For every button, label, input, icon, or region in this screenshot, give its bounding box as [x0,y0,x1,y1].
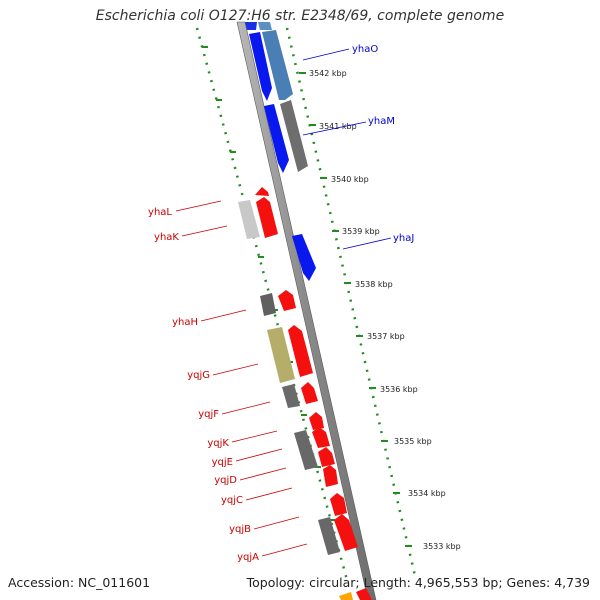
gene-yqjG-red [288,325,313,377]
kbp-label-3533: 3533 kbp [423,542,461,551]
gene-yqjA-red [334,514,358,551]
gene-label-yqjK: yqjK [207,438,229,449]
gene-yhaJ-blue [292,234,316,281]
kbp-label-3542: 3542 kbp [309,69,347,78]
gene-yqjC-red [323,465,338,487]
gene-label-yqjG: yqjG [187,370,210,381]
gene-label-yqjA: yqjA [237,552,259,563]
gene-yqjF-red [301,382,318,404]
kbp-label-3534: 3534 kbp [408,489,446,498]
kbp-label-3540: 3540 kbp [331,175,369,184]
forward-genes [238,187,372,600]
gene-label-yqjC: yqjC [221,495,243,506]
kbp-label-3536: 3536 kbp [380,385,418,394]
gene-yhaL-red [255,187,269,196]
topology-text: Topology: circular; Length: 4,965,553 bp… [246,575,590,590]
gene-yhaM-blue [264,104,289,173]
forward-label-leaders [175,200,308,557]
kbp-label-3537: 3537 kbp [367,332,405,341]
gene-label-yhaO: yhaO [352,44,378,55]
gene-yqjE-red [312,427,330,448]
gene-label-yhaH: yhaH [172,317,198,328]
gene-yhaM-shade [280,100,308,172]
gene-yhaO-shade [262,30,293,100]
gene-yqjG-shade [267,327,295,383]
reverse-gene-top [245,22,257,30]
genome-backbone [236,21,377,600]
gene-label-yhaM: yhaM [368,116,395,127]
gene-label-yqjD: yqjD [214,475,237,486]
reverse-label-leaders [302,48,392,250]
gene-label-yhaJ: yhaJ [393,233,414,244]
gene-bottom-orange [339,592,353,600]
gene-yqjD-red [318,447,335,467]
gene-label-yhaL: yhaL [148,207,172,218]
gene-yqjK-red [309,412,324,430]
gene-yhaO-shade-top [258,22,272,30]
gene-yhaO-blue [249,32,272,101]
gene-yqjB-red [330,493,347,516]
gene-label-yhaK: yhaK [154,232,179,243]
gene-yhaK-red [256,197,278,238]
accession-text: Accession: NC_011601 [8,575,151,590]
gene-yhaH-shade [260,293,276,316]
kbp-label-3535: 3535 kbp [394,437,432,446]
gene-yhaL-shade [238,200,260,239]
gene-yqjE-shade [294,430,318,470]
kbp-label-3539: 3539 kbp [342,227,380,236]
gene-label-yqjB: yqjB [229,524,251,535]
gene-label-yqjF: yqjF [198,409,219,420]
gene-yqjF-shade [282,384,300,408]
gene-yhaH-red [278,290,296,311]
kbp-label-3541: 3541 kbp [319,122,357,131]
kbp-label-3538: 3538 kbp [355,280,393,289]
gene-yqjA-shade [318,517,340,555]
gene-bottom-red [356,588,372,600]
reverse-genes [245,22,316,281]
outer-major-ticks [299,72,412,547]
gene-label-yqjE: yqjE [212,457,233,468]
map-title: Escherichia coli O127:H6 str. E2348/69, … [95,8,505,24]
